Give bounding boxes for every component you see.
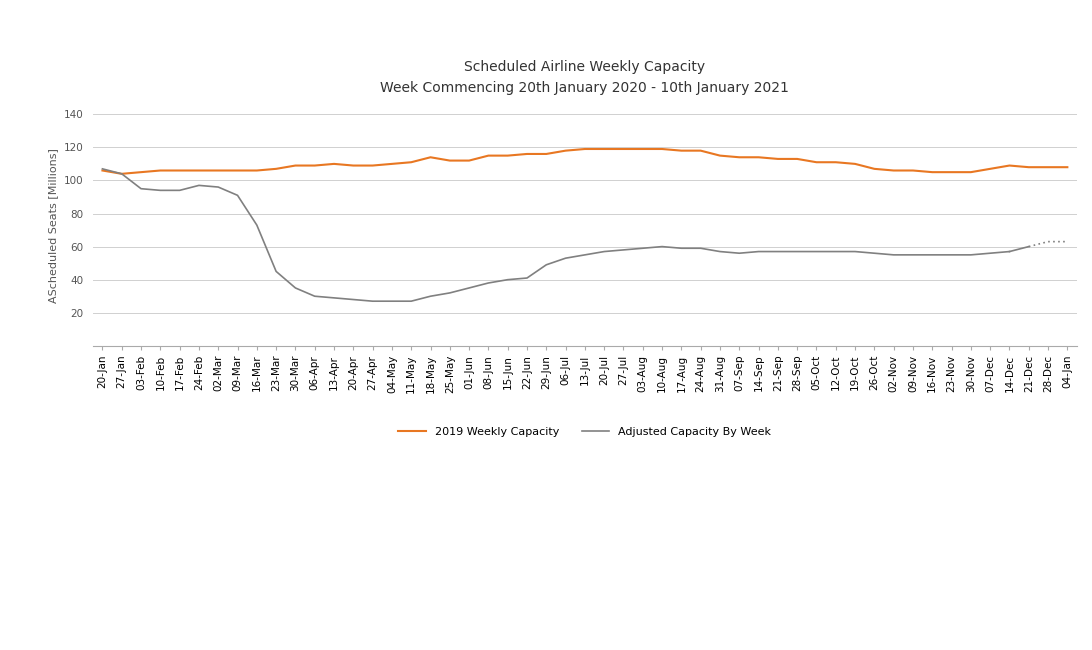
Y-axis label: AScheduled Seats [Millions]: AScheduled Seats [Millions] — [48, 148, 58, 304]
Title: Scheduled Airline Weekly Capacity
Week Commencing 20th January 2020 - 10th Janua: Scheduled Airline Weekly Capacity Week C… — [380, 60, 790, 95]
Legend: 2019 Weekly Capacity, Adjusted Capacity By Week: 2019 Weekly Capacity, Adjusted Capacity … — [394, 422, 775, 441]
